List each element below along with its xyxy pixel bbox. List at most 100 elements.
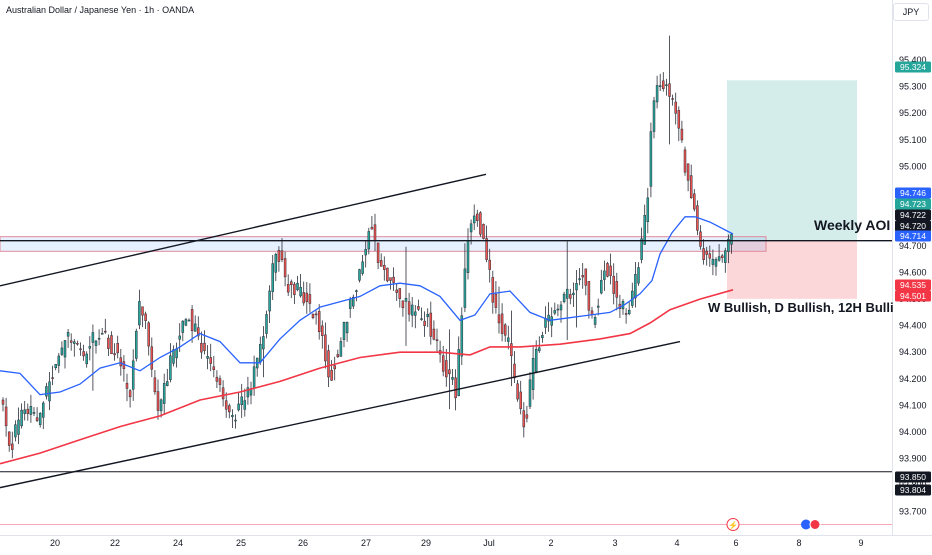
lightning-marker[interactable]: ⚡ (726, 518, 740, 531)
candle-body (389, 277, 392, 281)
candle (631, 282, 634, 309)
price-badge-label: 94.746 (900, 188, 926, 198)
candle (503, 323, 507, 342)
candle (606, 261, 609, 278)
candle (308, 283, 312, 313)
candle-body (522, 410, 526, 428)
candle-body (172, 349, 175, 364)
candle (562, 291, 566, 304)
candle-body (57, 355, 61, 366)
candle-body (541, 335, 544, 339)
candle (355, 289, 358, 302)
candle (500, 303, 504, 342)
candle (448, 329, 451, 410)
x-tick-label: 6 (733, 538, 738, 548)
candle (463, 243, 467, 313)
candle-body (215, 376, 219, 382)
candle (11, 431, 14, 459)
candle-body (544, 318, 547, 328)
candle-body (4, 406, 8, 427)
candle (166, 368, 169, 387)
candle (376, 242, 380, 270)
candle-body (637, 267, 640, 284)
candle-body (668, 83, 671, 97)
price-badge: 95.324 (895, 61, 931, 73)
candle (314, 310, 318, 325)
candle-body (336, 354, 340, 358)
candle-body (472, 215, 476, 224)
candle-body (445, 360, 448, 378)
candle (671, 94, 674, 106)
candle-body (497, 314, 501, 324)
x-tick-label: 24 (173, 538, 183, 548)
candle-body (376, 242, 380, 263)
candle-body (125, 382, 129, 389)
candle-body (674, 101, 677, 114)
candle (296, 275, 299, 292)
candle (116, 335, 119, 359)
y-tick-label: 93.700 (899, 507, 927, 517)
lightning-icon-circle (726, 518, 740, 531)
x-tick-label: Jul (483, 538, 495, 548)
candle-body (510, 343, 513, 357)
candle-body (646, 197, 650, 222)
candle (156, 379, 160, 420)
candle (286, 274, 290, 296)
candle (125, 373, 129, 402)
price-badge-box (895, 187, 931, 199)
symbol-title[interactable]: Australian Dollar / Japanese Yen · 1h · … (6, 5, 194, 15)
candle (482, 223, 485, 240)
candle (299, 273, 302, 298)
candle-body (32, 412, 36, 414)
candle (646, 187, 650, 234)
candle-body (525, 414, 529, 419)
zones-layer (0, 80, 857, 299)
candle-body (401, 300, 405, 309)
candle (519, 380, 522, 415)
candle-body (364, 249, 367, 256)
candle-body (286, 284, 290, 293)
candle-body (407, 301, 411, 315)
candle-body (305, 292, 309, 302)
candle-body (528, 379, 532, 407)
candle (392, 267, 395, 291)
x-tick-label: 29 (421, 538, 431, 548)
price-badge: 94.746 (895, 187, 931, 199)
candle-body (97, 337, 101, 340)
candle (255, 357, 259, 377)
candle (79, 342, 82, 356)
candle (265, 310, 268, 339)
currency-button[interactable]: JPY (893, 3, 929, 21)
candle-body (60, 347, 64, 355)
candle-body (342, 322, 346, 340)
candle-body (482, 223, 485, 239)
x-tick-label: 2 (548, 538, 553, 548)
candle-body (404, 298, 408, 302)
candle-body (581, 275, 584, 278)
candle-body (398, 288, 402, 299)
candle (466, 228, 470, 280)
candle (147, 321, 150, 356)
y-tick-label: 95.200 (899, 108, 927, 118)
event-marker[interactable] (801, 519, 821, 530)
candle-body (503, 324, 507, 336)
candle-body (156, 391, 160, 411)
ema-red-line (0, 289, 734, 465)
candle (708, 245, 712, 267)
candle (516, 379, 519, 402)
candle (640, 227, 643, 264)
candle-body (677, 110, 681, 129)
candle (658, 73, 662, 92)
candle-body (370, 227, 374, 230)
y-tick-label: 94.700 (899, 241, 927, 251)
y-tick-label: 95.100 (899, 135, 927, 145)
candle-body (280, 250, 284, 260)
candle (383, 256, 386, 281)
candle (689, 164, 693, 199)
candle (23, 400, 26, 421)
price-axis-panel (892, 0, 932, 550)
candle-body (339, 341, 343, 357)
